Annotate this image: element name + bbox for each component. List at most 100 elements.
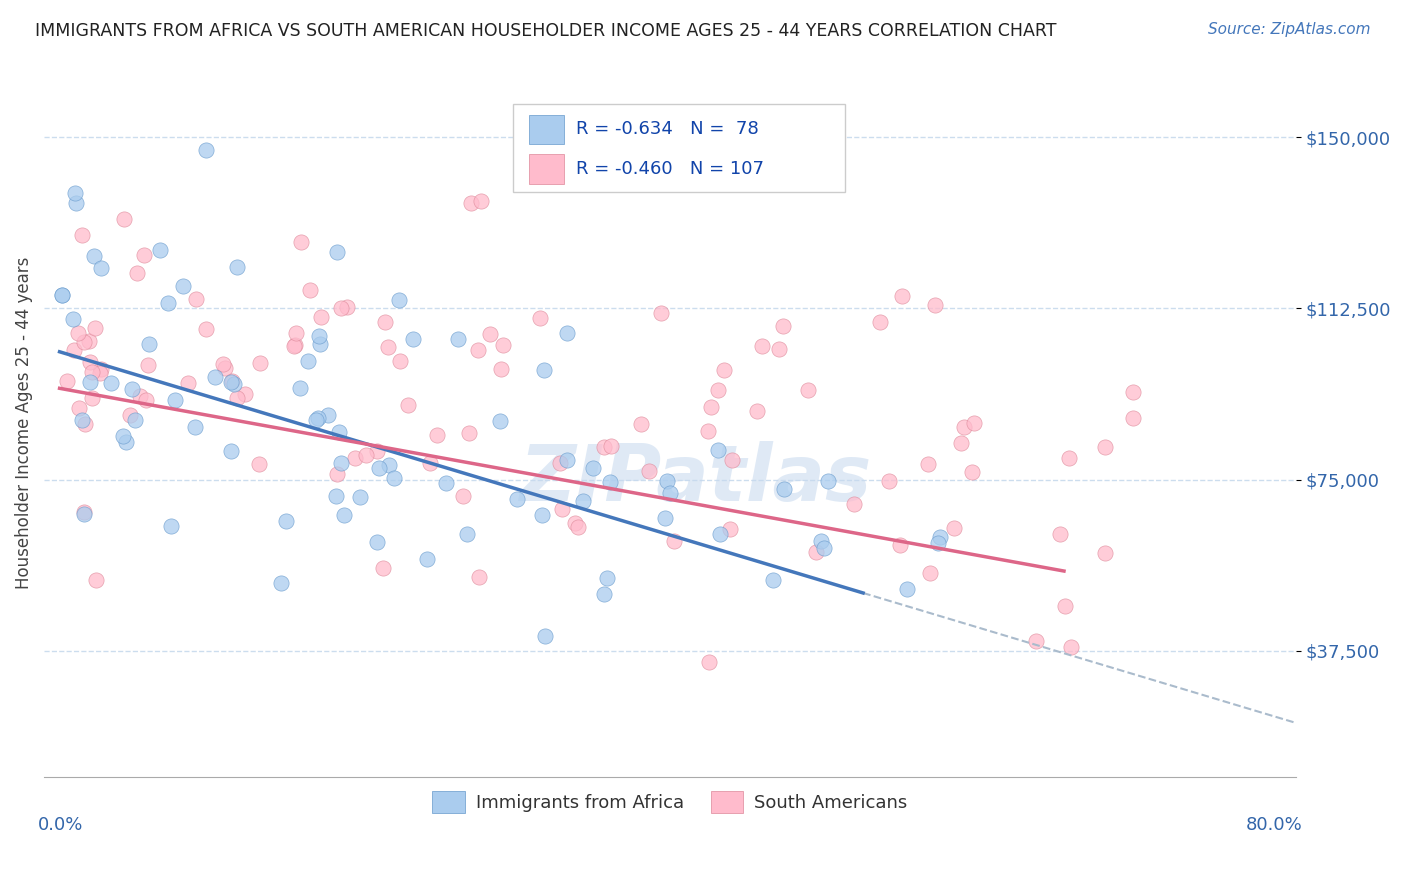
Point xyxy=(697,656,720,670)
Point xyxy=(51,288,73,302)
Point xyxy=(219,375,242,389)
Point xyxy=(700,400,723,414)
Point xyxy=(90,261,112,276)
Point xyxy=(650,306,672,320)
Point xyxy=(124,413,146,427)
Point xyxy=(658,486,681,500)
Point xyxy=(918,566,941,580)
Point xyxy=(557,326,579,340)
Point xyxy=(842,497,865,511)
Point xyxy=(890,289,912,303)
Point xyxy=(1049,527,1071,541)
Point xyxy=(112,212,135,227)
Point xyxy=(67,326,90,341)
Point xyxy=(100,376,122,390)
Point xyxy=(308,336,330,351)
Point xyxy=(927,536,949,550)
Text: IMMIGRANTS FROM AFRICA VS SOUTH AMERICAN HOUSEHOLDER INCOME AGES 25 - 44 YEARS C: IMMIGRANTS FROM AFRICA VS SOUTH AMERICAN… xyxy=(35,22,1057,40)
Point xyxy=(402,332,425,346)
Point xyxy=(79,375,101,389)
FancyBboxPatch shape xyxy=(529,114,564,145)
Point xyxy=(630,417,652,431)
Point xyxy=(529,310,551,325)
Point xyxy=(89,366,111,380)
Point xyxy=(1122,384,1144,399)
Point xyxy=(600,438,623,452)
Point xyxy=(924,298,946,312)
Point xyxy=(136,358,159,372)
Point xyxy=(72,505,94,519)
Point xyxy=(366,443,388,458)
Point xyxy=(416,552,439,566)
Point xyxy=(79,355,101,369)
Point xyxy=(721,453,744,467)
Point xyxy=(382,471,405,485)
Point xyxy=(270,576,292,591)
Point xyxy=(326,244,349,259)
Point xyxy=(309,310,332,324)
Point xyxy=(804,544,827,558)
Point xyxy=(276,514,298,528)
Point xyxy=(165,393,187,408)
Point xyxy=(332,508,354,522)
Point xyxy=(349,490,371,504)
Point xyxy=(960,465,983,479)
Point xyxy=(950,436,973,450)
Point xyxy=(1060,640,1083,655)
Point xyxy=(344,450,367,465)
Point xyxy=(247,458,270,472)
FancyBboxPatch shape xyxy=(513,104,845,193)
Point xyxy=(489,362,512,376)
Point xyxy=(70,412,93,426)
Text: 80.0%: 80.0% xyxy=(1246,815,1302,833)
Point xyxy=(195,143,218,157)
Point xyxy=(772,319,794,334)
Point xyxy=(426,428,449,442)
Point xyxy=(330,301,353,315)
Point xyxy=(709,527,731,541)
Point xyxy=(325,489,347,503)
Point xyxy=(1053,599,1076,613)
Point xyxy=(592,440,614,454)
Point xyxy=(212,357,235,371)
Point xyxy=(308,329,330,343)
Point xyxy=(329,456,352,470)
Point xyxy=(388,293,411,308)
FancyBboxPatch shape xyxy=(529,154,564,184)
Point xyxy=(582,461,605,475)
Point xyxy=(378,458,401,472)
Point xyxy=(233,386,256,401)
Point xyxy=(70,228,93,243)
Text: R = -0.634   N =  78: R = -0.634 N = 78 xyxy=(576,120,759,138)
Point xyxy=(73,417,96,431)
Point xyxy=(596,571,619,585)
Point xyxy=(377,339,399,353)
Point xyxy=(457,426,479,441)
Point xyxy=(467,343,489,357)
Point xyxy=(572,494,595,508)
Point xyxy=(194,322,217,336)
Point xyxy=(305,412,328,426)
Point xyxy=(83,249,105,263)
Point xyxy=(84,573,107,587)
Point xyxy=(637,464,659,478)
Point xyxy=(813,541,835,555)
Point xyxy=(555,452,578,467)
Point xyxy=(219,444,242,458)
Point xyxy=(374,316,396,330)
Point xyxy=(299,283,322,297)
Point xyxy=(1025,634,1047,648)
Point xyxy=(316,409,339,423)
Point xyxy=(172,279,194,293)
Point xyxy=(396,398,419,412)
Point xyxy=(772,483,794,497)
Point xyxy=(447,333,470,347)
Point xyxy=(80,391,103,405)
Point xyxy=(283,339,305,353)
Point xyxy=(224,377,246,392)
Point xyxy=(135,392,157,407)
Point xyxy=(65,196,87,211)
Point xyxy=(762,573,785,587)
Point xyxy=(418,456,440,470)
Point xyxy=(470,194,492,208)
